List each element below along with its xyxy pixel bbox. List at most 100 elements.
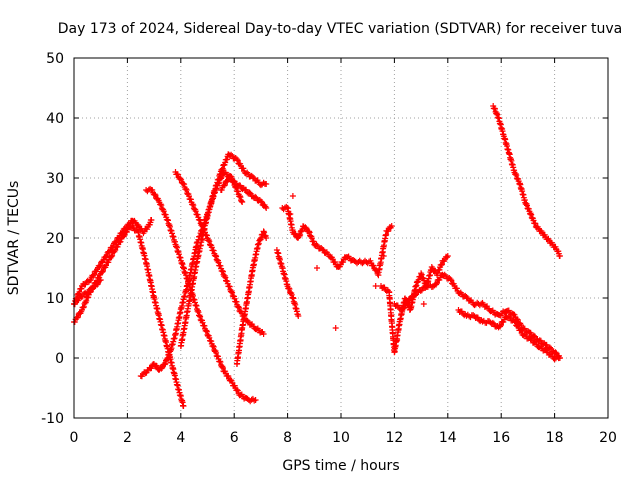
data-point [177,175,184,182]
data-point [447,276,454,283]
data-point [246,189,253,196]
data-points [71,103,563,409]
data-point [240,165,247,172]
data-point [218,187,225,193]
data-point [401,304,408,311]
x-tick-label: 8 [283,430,292,446]
data-point [152,192,159,199]
data-point [405,299,411,306]
y-tick-label: 30 [46,171,64,187]
y-axis-label: SDTVAR / TECUs [6,181,22,296]
data-point [388,223,395,229]
data-point [554,353,561,360]
x-tick-label: 18 [546,430,564,446]
data-point [234,386,241,393]
data-point [95,280,101,287]
data-point [76,289,83,295]
data-point [180,403,187,409]
data-point [90,273,97,279]
data-point [258,199,265,206]
x-tick-label: 4 [176,430,185,446]
data-point [292,231,299,237]
data-point [313,241,320,248]
data-point [234,387,241,394]
data-point [182,185,189,192]
y-tick-label: 50 [46,51,64,67]
data-point [340,259,347,265]
data-point [119,229,126,236]
data-point [225,373,232,380]
data-point [372,283,379,289]
data-point [302,224,309,231]
data-point [532,220,539,227]
data-point [314,265,320,271]
data-point [97,277,104,283]
data-point [113,238,120,245]
data-point [497,322,504,329]
data-point [178,176,185,183]
data-point [505,313,512,320]
data-point [513,172,520,179]
data-point [420,301,427,307]
data-point [511,318,518,325]
data-point [252,397,259,403]
data-point [527,336,534,342]
data-point [210,342,216,349]
y-tick-label: 10 [46,291,64,307]
data-point [319,246,326,253]
data-point [105,259,112,266]
data-point [441,271,448,278]
data-point [91,271,97,278]
x-tick-label: 20 [599,430,617,446]
x-tick-label: 2 [123,430,132,446]
data-point [158,365,165,372]
data-point [103,252,110,259]
data-point [394,337,401,343]
data-point [489,319,496,326]
data-point [221,182,228,188]
data-point [295,313,302,319]
data-point [443,254,450,261]
data-point [230,177,237,184]
data-point [148,365,155,372]
data-point [380,253,387,259]
data-point [287,211,294,217]
data-point [221,182,228,189]
y-tick-label: 0 [55,351,64,367]
data-point [194,211,201,218]
data-point [257,198,264,205]
data-point [206,238,213,245]
data-point [99,269,106,276]
axis-ticks: 0 2 4 6 8 10 12 14 16 18 20 -10 0 10 20 30 40 50 [41,51,617,446]
data-point [74,314,81,321]
data-point [433,280,440,287]
data-point [109,252,116,259]
data-point [88,286,95,293]
data-point [463,294,470,300]
data-point [234,157,241,164]
data-point [556,355,563,361]
data-point [547,344,553,351]
data-point [479,318,486,325]
y-tick-label: -10 [41,411,64,427]
data-point [231,382,238,389]
data-point [552,349,559,356]
y-tick-label: 20 [46,231,64,247]
data-point [148,217,155,223]
grid [74,58,608,418]
data-point [263,205,270,211]
x-tick-label: 14 [439,430,457,446]
data-point [153,363,160,369]
data-point [531,332,537,339]
data-point [71,319,78,325]
data-point [260,331,267,337]
data-point [444,253,451,259]
data-point [151,191,158,198]
data-point [97,262,104,269]
data-point [233,156,240,163]
data-point [80,304,87,311]
data-point [228,151,235,158]
data-point [129,223,136,230]
data-point [159,364,166,371]
